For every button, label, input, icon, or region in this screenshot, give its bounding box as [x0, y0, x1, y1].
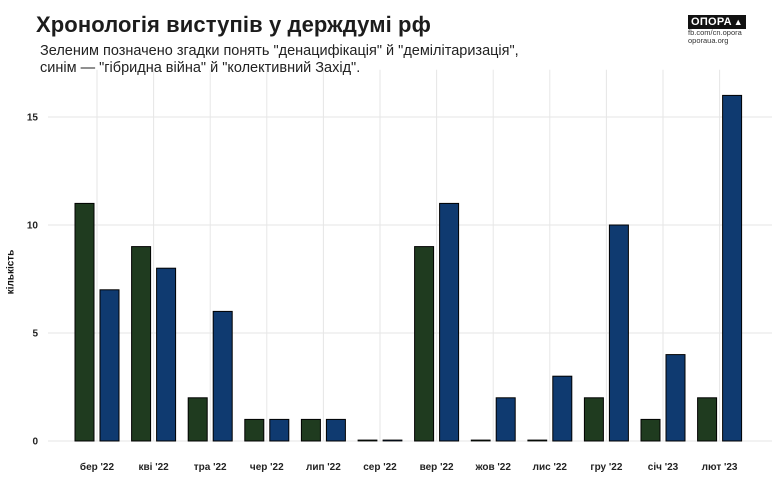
- chart-subtitle: Зеленим позначено згадки понять "денациф…: [40, 43, 519, 77]
- brand-facebook-link: fb.com/cn.opora: [688, 28, 742, 37]
- bar-series-1-7: [470, 439, 491, 442]
- bar-series-1-1: [131, 246, 152, 442]
- x-tick-label: вер '22: [420, 462, 454, 473]
- triangle-icon: ▲: [733, 17, 743, 27]
- x-tick-label: кві '22: [138, 462, 169, 473]
- bar-series-2-4: [325, 418, 346, 442]
- opora-logo: ОПОРА ▲: [688, 15, 746, 29]
- bar-series-2-5: [382, 439, 403, 442]
- bar-series-2-0: [99, 289, 120, 442]
- subtitle-line-1: Зеленим позначено згадки понять "денациф…: [40, 43, 519, 59]
- x-tick-label: лип '22: [306, 462, 341, 473]
- subtitle-line-2: синім — "гібридна війна" й "колективний …: [40, 60, 361, 76]
- brand-website-link: oporaua.org: [688, 36, 729, 45]
- bar-series-2-10: [665, 354, 686, 442]
- bar-series-1-8: [527, 439, 548, 442]
- bar-series-1-4: [300, 418, 321, 442]
- bar-series-1-10: [640, 418, 661, 442]
- x-tick-label: сер '22: [363, 462, 397, 473]
- x-tick-label: бер '22: [80, 461, 115, 473]
- bar-series-1-2: [187, 397, 208, 442]
- bar-series-1-11: [697, 397, 718, 442]
- bar-series-2-8: [552, 375, 573, 442]
- logo-text: ОПОРА: [691, 16, 732, 28]
- bar-series-2-2: [212, 310, 233, 442]
- bar-series-2-3: [269, 418, 290, 442]
- bar-series-1-9: [583, 397, 604, 442]
- brand-block: ОПОРА ▲ fb.com/cn.opora oporaua.org: [688, 15, 748, 45]
- y-tick-label: 5: [32, 329, 38, 340]
- bar-series-1-5: [357, 439, 378, 442]
- x-tick-label: тра '22: [194, 462, 227, 473]
- x-tick-label: лис '22: [533, 462, 568, 473]
- x-tick-label: січ '23: [648, 462, 679, 473]
- bar-series-2-7: [495, 397, 516, 442]
- bar-series-2-6: [439, 202, 460, 442]
- bar-series-1-0: [74, 202, 95, 442]
- chart-title: Хронологія виступів у держдумі рф: [36, 12, 431, 37]
- x-tick-label: гру '22: [590, 462, 622, 473]
- x-tick-label: чер '22: [250, 462, 284, 473]
- bar-series-1-6: [414, 246, 435, 442]
- y-tick-label: 15: [27, 113, 39, 124]
- y-tick-label: 0: [32, 437, 38, 448]
- bar-series-2-11: [722, 94, 743, 442]
- y-tick-label: 10: [27, 221, 39, 232]
- bar-series-2-1: [156, 267, 177, 442]
- bar-series-2-9: [608, 224, 629, 442]
- bar-series-1-3: [244, 418, 265, 442]
- x-tick-label: жов '22: [475, 462, 512, 473]
- x-tick-label: лют '23: [702, 462, 738, 473]
